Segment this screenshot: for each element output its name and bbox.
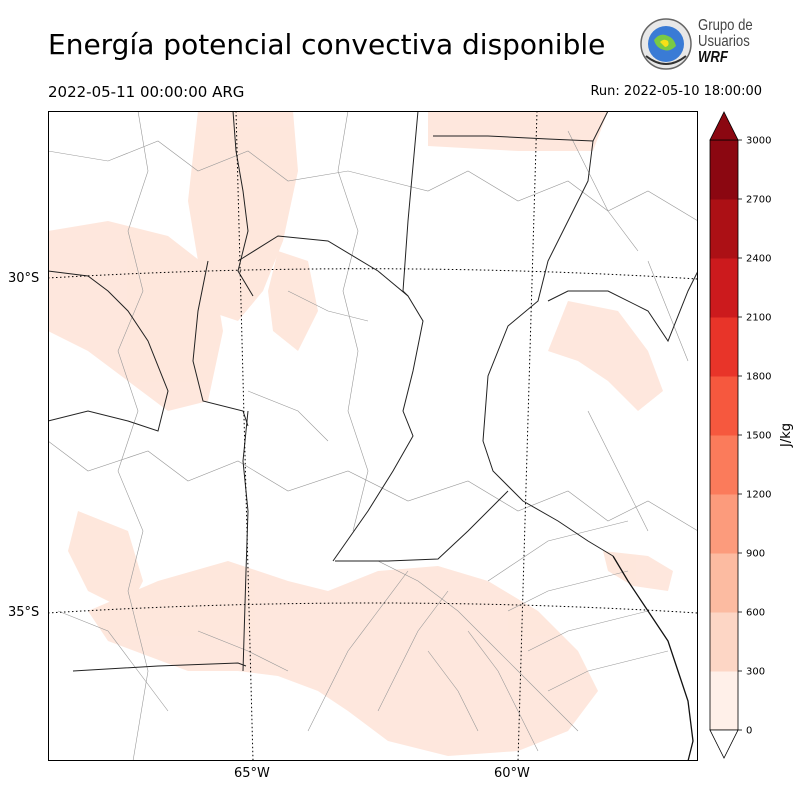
colorbar-segment — [710, 140, 738, 200]
lat-label-30: 30°S — [8, 271, 40, 286]
colorbar-tick-label: 900 — [746, 549, 765, 560]
map-title: Energía potencial convectiva disponible — [48, 28, 606, 61]
department-borders — [48, 111, 698, 761]
colorbar-segment — [710, 612, 738, 672]
colorbar-tick-label: 0 — [746, 726, 752, 737]
colorbar-label: J/kg — [779, 423, 794, 448]
colorbar-tick-label: 2100 — [746, 313, 771, 324]
map-panel — [48, 111, 698, 761]
logo-line-1: Grupo de — [698, 17, 753, 34]
colorbar-tick-label: 300 — [746, 667, 765, 678]
cape-field — [48, 111, 673, 756]
logo-line-2: Usuarios — [698, 33, 750, 50]
colorbar-segment — [710, 317, 738, 377]
colorbar-extend-max — [709, 111, 739, 141]
map-frame — [48, 111, 698, 761]
run-time: Run: 2022-05-10 18:00:00 — [590, 84, 762, 99]
colorbar-segment — [710, 258, 738, 318]
colorbar-tick-label: 2700 — [746, 195, 771, 206]
lon-label-60: 60°W — [494, 766, 530, 781]
colorbar-segments — [709, 139, 739, 731]
country-border — [612, 555, 694, 761]
colorbar-tick-label: 600 — [746, 608, 765, 619]
logo-text: Grupo de Usuarios WRF — [698, 18, 753, 66]
wrf-logo: Grupo de Usuarios WRF — [638, 16, 768, 72]
colorbar-segment — [710, 553, 738, 613]
graticule — [48, 111, 698, 761]
colorbar-segment — [710, 494, 738, 554]
colorbar-tick-label: 1800 — [746, 372, 771, 383]
colorbar-tick-label: 1200 — [746, 490, 771, 501]
colorbar-segment — [710, 199, 738, 259]
colorbar-segment — [710, 435, 738, 495]
lat-label-35: 35°S — [8, 605, 40, 620]
logo-line-3: WRF — [698, 49, 728, 66]
valid-time: 2022-05-11 00:00:00 ARG — [48, 83, 245, 101]
lon-label-65: 65°W — [234, 766, 270, 781]
colorbar-ticks: 0 300 600 900 1200 1500 1800 2100 2400 2700 3000 — [738, 136, 771, 737]
colorbar: 0 300 600 900 1200 1500 1800 2100 2400 2700 3000 J… — [709, 111, 794, 759]
colorbar-extend-min — [709, 729, 739, 759]
colorbar-tick-label: 2400 — [746, 254, 771, 265]
colorbar-tick-label: 3000 — [746, 136, 771, 147]
globe-icon — [640, 18, 692, 70]
colorbar-segment — [710, 671, 738, 731]
colorbar-tick-label: 1500 — [746, 431, 771, 442]
colorbar-segment — [710, 376, 738, 436]
